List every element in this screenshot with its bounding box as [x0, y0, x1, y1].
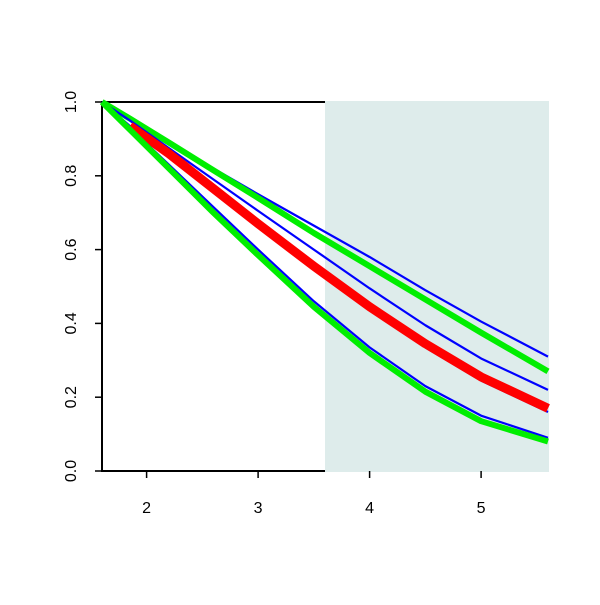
y-tick-label: 0.4	[63, 312, 80, 334]
shaded-region	[325, 101, 549, 472]
x-tick-label: 4	[365, 500, 374, 517]
series-line	[100, 99, 550, 374]
x-tick-label: 2	[142, 500, 151, 517]
y-tick-label: 0.0	[63, 460, 80, 482]
series-line	[101, 101, 549, 391]
y-tick-label: 0.6	[63, 238, 80, 260]
x-tick-label: 3	[254, 500, 263, 517]
series-line	[99, 99, 549, 445]
x-tick-label: 5	[477, 500, 486, 517]
y-tick-label: 1.0	[63, 91, 80, 113]
series-line	[127, 122, 550, 413]
y-tick-label: 0.8	[63, 165, 80, 187]
y-tick-label: 0.2	[63, 386, 80, 408]
